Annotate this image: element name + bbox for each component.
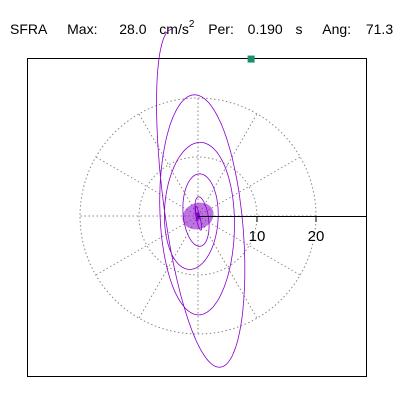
ang-label: Ang: — [322, 20, 352, 37]
station-code: SFRA — [10, 20, 48, 37]
ang-value: 71.3 — [365, 20, 394, 37]
tick-label-20: 20 — [308, 228, 325, 245]
max-unit-exponent: 2 — [188, 19, 195, 30]
orbit-layer — [156, 29, 246, 368]
chart-header: SFRA Max: 28.0 cm/s2 Per: 0.190 s Ang: 7… — [10, 15, 393, 37]
per-label: Per: — [208, 20, 234, 37]
max-label: Max: — [67, 20, 98, 37]
grid-spoke-240 — [138, 215, 199, 319]
marker-layer — [247, 55, 255, 63]
orbit-trace — [156, 29, 246, 368]
per-value: 0.190 — [247, 20, 283, 37]
tick-label-10: 10 — [249, 228, 266, 245]
axis-ticks: 10 20 — [249, 216, 325, 245]
peak-marker — [247, 55, 255, 63]
plot-frame — [27, 58, 367, 377]
max-value: 28.0 — [119, 20, 147, 37]
per-unit: s — [295, 20, 303, 37]
grid-spoke-210 — [95, 215, 199, 276]
